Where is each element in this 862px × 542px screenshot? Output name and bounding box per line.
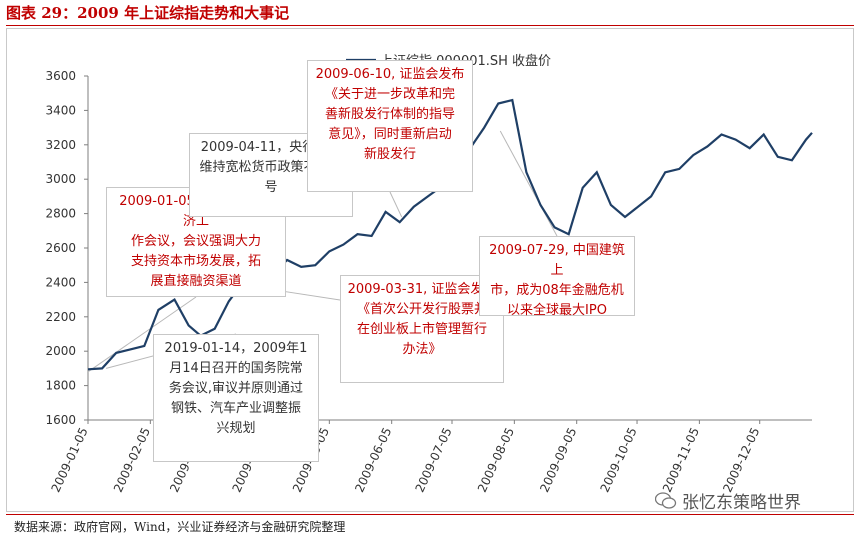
figure-title: 图表 29：2009 年上证综指走势和大事记 (6, 4, 290, 22)
x-tick-label: 2009-12-05 (720, 425, 762, 494)
leader-jan5 (87, 296, 197, 373)
y-tick-label: 2400 (45, 275, 76, 289)
annotation-mar31: 2009-03-31, 证监会发布 《首次公开发行股票并 在创业板上市管理暂行 … (340, 275, 504, 383)
annotation-jan14: 2019-01-14，2009年1 月14日召开的国务院常 务会议,审议并原则通… (153, 334, 319, 462)
x-tick-label: 2009-08-05 (475, 425, 517, 494)
x-tick-label: 2009-07-05 (413, 425, 455, 494)
source-rule (6, 514, 854, 515)
x-tick-label: 2009-06-05 (352, 425, 394, 494)
chart-frame (6, 28, 854, 512)
y-tick-label: 3600 (45, 69, 76, 83)
y-tick-label: 3400 (45, 103, 76, 117)
y-tick-label: 2000 (45, 344, 76, 358)
annotation-jun10: 2009-06-10, 证监会发布 《关于进一步改革和完 善新股发行体制的指导 … (307, 60, 473, 192)
y-tick-label: 3200 (45, 138, 76, 152)
leader-jun10 (389, 191, 403, 218)
y-tick-label: 1800 (45, 379, 76, 393)
x-tick-label: 2009-02-05 (111, 425, 153, 494)
wechat-icon (655, 492, 677, 509)
y-tick-label: 2200 (45, 310, 76, 324)
y-tick-label: 3000 (45, 172, 76, 186)
annotation-jul29: 2009-07-29, 中国建筑上 市，成为08年金融危机 以来全球最大IPO (479, 236, 635, 318)
x-tick-label: 2009-01-05 (49, 425, 91, 494)
watermark-text: 张忆东策略世界 (682, 493, 801, 513)
x-tick-label: 2009-10-05 (598, 425, 640, 494)
y-tick-label: 2800 (45, 207, 76, 221)
y-tick-label: 2600 (45, 241, 76, 255)
leader-jul29 (499, 130, 558, 237)
x-tick-label: 2009-11-05 (660, 425, 702, 494)
y-tick-label: 1600 (45, 413, 76, 427)
source-note: 数据来源：政府官网，Wind，兴业证券经济与金融研究院整理 (14, 520, 346, 534)
x-tick-label: 2009-09-05 (537, 425, 579, 494)
title-rule (6, 25, 854, 26)
